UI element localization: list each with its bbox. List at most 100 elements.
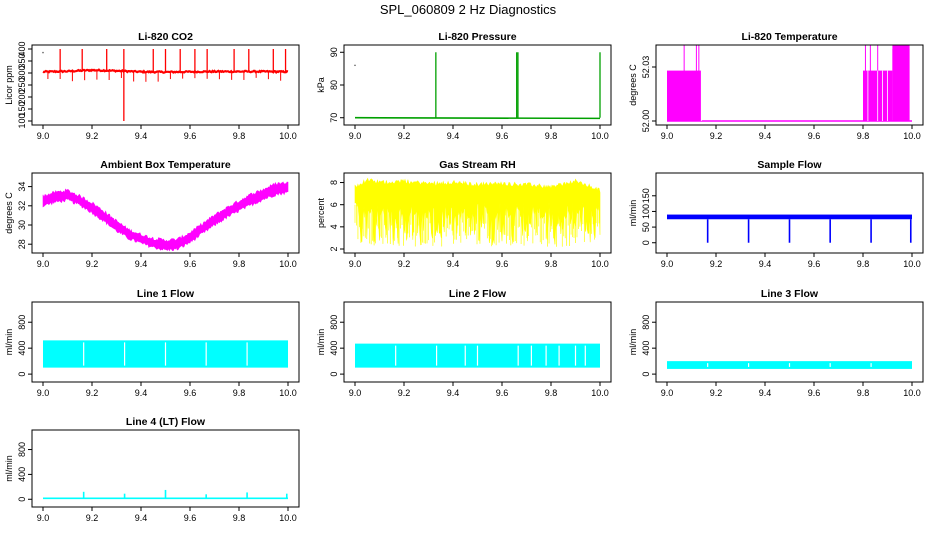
pressure-outlier — [354, 64, 356, 67]
y-tick-label: 200 — [17, 89, 27, 104]
x-tick-label: 9.0 — [661, 388, 674, 398]
x-tick-label: 9.4 — [447, 131, 460, 141]
x-tick-label: 9.4 — [759, 259, 772, 269]
sample-flow-panel: Sample Flow 9.0 9.2 9.4 9.6 9.8 10.0 0 50 100150m… — [628, 159, 924, 269]
plot-frame — [655, 44, 924, 126]
y-tick-label: 90 — [329, 47, 339, 57]
x-tick-label: 10.0 — [903, 388, 921, 398]
x-tick-label: 10.0 — [591, 388, 609, 398]
x-tick-label: 10.0 — [591, 131, 609, 141]
y-tick-label: 150 — [641, 188, 651, 203]
x-tick-label: 9.8 — [857, 131, 870, 141]
y-tick-label: 30 — [17, 220, 27, 230]
x-tick-label: 9.4 — [135, 131, 148, 141]
line2-flow-panel: Line 2 Flow 9.0 9.2 9.4 9.6 9.8 10.0 0 400 800ml/… — [316, 288, 612, 398]
panel-title: Gas Stream RH — [439, 159, 515, 171]
plot-frame — [31, 172, 300, 254]
x-tick-label: 9.2 — [86, 513, 99, 523]
y-tick-label: 100 — [17, 113, 27, 128]
y-tick-label: 0 — [329, 372, 339, 377]
y-tick-label: 50 — [641, 222, 651, 232]
rh-panel: Gas Stream RH 9.0 9.2 9.4 9.6 9.8 10.0 2 4 6 8 perc… — [316, 159, 612, 269]
x-tick-label: 9.2 — [86, 131, 99, 141]
plot-frame — [31, 429, 300, 508]
x-tick-label: 10.0 — [279, 131, 297, 141]
x-tick-label: 9.4 — [135, 259, 148, 269]
y-tick-label: 34 — [17, 182, 27, 192]
panel-title: Li-820 CO2 — [138, 31, 193, 43]
x-tick-label: 9.4 — [447, 388, 460, 398]
page-title: SPL_060809 2 Hz Diagnostics — [379, 2, 557, 17]
box-temperature-panel: Ambient Box Temperature 9.0 9.2 9.4 9.6 9.8 10… — [4, 159, 300, 269]
y-tick-label: 100 — [641, 204, 651, 219]
panel-title: Line 1 Flow — [137, 288, 195, 300]
x-tick-label: 9.8 — [233, 131, 246, 141]
x-tick-label: 9.8 — [545, 131, 558, 141]
y-tick-label: 250 — [17, 77, 27, 92]
y-tick-label: 800 — [329, 315, 339, 330]
plot-frame — [31, 301, 300, 383]
panel-title: Ambient Box Temperature — [100, 159, 231, 171]
y-tick-label: 6 — [329, 202, 339, 207]
x-tick-label: 9.8 — [233, 513, 246, 523]
y-tick-label: 300 — [17, 65, 27, 80]
y-axis-label: percent — [316, 197, 326, 228]
x-tick-label: 9.6 — [184, 513, 197, 523]
y-tick-label: 400 — [17, 341, 27, 356]
y-tick-label: 0 — [641, 240, 651, 245]
panel-title: Li-820 Temperature — [741, 31, 837, 43]
panel-title: Li-820 Pressure — [438, 31, 516, 43]
x-tick-label: 9.4 — [759, 131, 772, 141]
x-tick-label: 9.6 — [184, 131, 197, 141]
series-co2 — [42, 49, 289, 121]
co2-outlier — [42, 51, 44, 54]
x-tick-label: 9.2 — [86, 388, 99, 398]
y-tick-label: 0 — [17, 497, 27, 502]
licor-temp-high-block — [892, 45, 910, 121]
panel-title: Line 4 (LT) Flow — [126, 416, 206, 428]
pressure-trace — [354, 116, 601, 120]
x-tick-label: 9.4 — [759, 388, 772, 398]
x-tick-label: 10.0 — [903, 131, 921, 141]
sample-flow-band — [667, 214, 912, 220]
y-axis-label: ml/min — [628, 329, 638, 356]
y-tick-label: 150 — [17, 101, 27, 116]
x-tick-label: 9.8 — [857, 388, 870, 398]
y-tick-label: 4 — [329, 224, 339, 229]
x-tick-label: 9.0 — [661, 131, 674, 141]
line3-flow-panel: Line 3 Flow 9.0 9.2 9.4 9.6 9.8 10.0 0 400 800ml/… — [628, 288, 924, 398]
y-axis-label: kPa — [316, 77, 326, 93]
box_temp-band — [42, 181, 289, 252]
plot-frame — [655, 172, 924, 254]
x-tick-label: 9.0 — [37, 259, 50, 269]
x-tick-label: 9.4 — [135, 513, 148, 523]
x-tick-label: 9.6 — [808, 259, 821, 269]
y-tick-label: 400 — [17, 467, 27, 482]
x-tick-label: 9.2 — [398, 131, 411, 141]
y-tick-label: 800 — [641, 315, 651, 330]
x-tick-label: 9.2 — [710, 131, 723, 141]
plot-frame — [343, 44, 612, 126]
y-axis-label: degrees C — [628, 64, 638, 106]
y-tick-label: 800 — [17, 315, 27, 330]
x-tick-label: 9.8 — [233, 259, 246, 269]
x-tick-label: 9.2 — [398, 259, 411, 269]
y-axis-label: degrees C — [4, 192, 14, 234]
series-licor_temp — [667, 45, 912, 122]
plot-frame — [343, 301, 612, 383]
y-axis-label: ml/min — [628, 200, 638, 227]
x-tick-label: 9.2 — [398, 388, 411, 398]
pressure-panel: Li-820 Pressure 9.0 9.2 9.4 9.6 9.8 10.0 70 80 90… — [316, 31, 612, 141]
y-tick-label: 52.00 — [641, 110, 651, 133]
panel-title: Sample Flow — [757, 159, 822, 171]
x-tick-label: 10.0 — [279, 513, 297, 523]
y-tick-label: 800 — [17, 442, 27, 457]
series-rh — [354, 177, 601, 247]
y-tick-label: 400 — [641, 341, 651, 356]
y-tick-label: 70 — [329, 113, 339, 123]
y-tick-label: 0 — [641, 372, 651, 377]
y-tick-label: 8 — [329, 180, 339, 185]
x-tick-label: 9.0 — [349, 259, 362, 269]
x-tick-label: 9.8 — [545, 388, 558, 398]
licor-temperature-panel: Li-820 Temperature 9.0 9.2 9.4 9.6 9.8 10.0 52.… — [628, 31, 924, 141]
